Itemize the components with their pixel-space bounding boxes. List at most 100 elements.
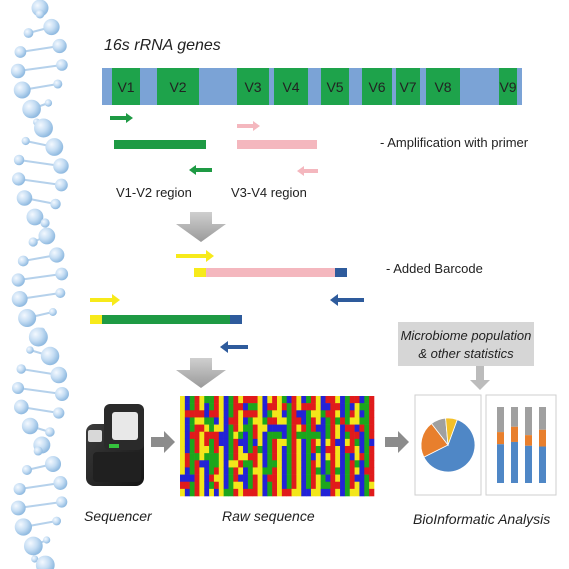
sequence-cell — [330, 467, 336, 475]
sequence-cell — [291, 396, 297, 404]
sequence-cell — [247, 481, 254, 490]
sequence-cell — [315, 431, 321, 440]
sequence-cell — [252, 460, 258, 468]
sequence-cell — [296, 396, 302, 404]
sequence-cell — [340, 460, 346, 468]
stack-segment — [525, 407, 532, 436]
sequence-cell — [243, 417, 249, 425]
stack-segment — [511, 407, 518, 427]
sequence-cell — [306, 438, 312, 447]
sequence-cell — [359, 410, 365, 418]
sequence-cell — [218, 424, 224, 433]
sequence-cell — [349, 417, 355, 425]
sequence-cell — [184, 396, 190, 404]
sequence-cell — [180, 488, 186, 497]
sequence-cell — [344, 417, 351, 425]
sequence-cell — [213, 417, 220, 425]
sequence-cell — [325, 453, 331, 461]
sequence-cell — [286, 467, 292, 475]
helix-bead — [11, 291, 28, 307]
sequence-cell — [335, 446, 341, 454]
sequence-cell — [359, 467, 365, 475]
sequence-cell — [310, 460, 317, 468]
sequence-cell — [301, 396, 307, 404]
helix-bead — [13, 399, 29, 415]
sequence-cell — [199, 417, 205, 425]
sequence-cell — [213, 446, 220, 454]
helix-bead — [31, 0, 49, 17]
gene-title: 16s rRNA genes — [104, 37, 221, 54]
v3v4-forward-primer — [237, 121, 260, 131]
sequence-cell — [233, 474, 239, 483]
sequence-cell — [180, 410, 186, 418]
sequence-cell — [233, 460, 239, 468]
sequence-cell — [204, 424, 210, 433]
helix-bead — [53, 79, 63, 89]
sequence-cell — [199, 424, 205, 433]
helix-bead — [16, 364, 26, 374]
helix-bead — [11, 381, 25, 395]
sequence-cell — [325, 424, 331, 433]
v1v2-amplicon — [114, 140, 206, 149]
sequence-cell — [218, 431, 224, 440]
sequence-cell — [340, 424, 346, 433]
sequence-cell — [252, 417, 258, 425]
sequence-cell — [286, 460, 292, 468]
sequence-cell — [218, 488, 224, 497]
sequence-cell — [330, 474, 336, 483]
sequence-cell — [184, 474, 190, 483]
sequence-cell — [335, 453, 341, 461]
sequence-cell — [184, 403, 190, 411]
sequence-cell — [194, 453, 200, 461]
sequence-cell — [223, 438, 229, 447]
sequence-cell — [257, 417, 263, 425]
sequence-cell — [315, 488, 321, 497]
sequence-cell — [301, 431, 307, 440]
sequence-cell — [340, 403, 346, 411]
sequencer-label: Sequencer — [84, 508, 153, 524]
sequence-cell — [262, 417, 268, 425]
sequence-cell — [262, 481, 268, 490]
region-v5-box — [321, 68, 349, 105]
sequence-cell — [320, 474, 326, 483]
sequence-cell — [189, 467, 195, 475]
sequence-cell — [281, 446, 287, 454]
sequence-cell — [354, 481, 360, 490]
sequence-cell — [325, 488, 331, 497]
sequence-cell — [272, 403, 278, 411]
sequence-cell — [296, 488, 302, 497]
sequence-cell — [310, 417, 317, 425]
sequence-cell — [204, 410, 210, 418]
sequence-cell — [301, 460, 307, 468]
sequence-cell — [272, 460, 278, 468]
sequence-cell — [340, 396, 346, 404]
pie-slice-yellow — [445, 417, 458, 446]
sequence-cell — [291, 453, 297, 461]
sequence-cell — [364, 417, 370, 425]
sequence-cell — [354, 438, 360, 447]
sequence-cell — [301, 446, 307, 454]
sequence-cell — [369, 488, 375, 497]
sequence-cell — [335, 424, 341, 433]
region-v3-label: V3 — [244, 79, 261, 95]
sequence-cell — [286, 417, 292, 425]
sequence-cell — [364, 453, 370, 461]
sequence-cell — [209, 467, 215, 475]
sequence-cell — [277, 481, 283, 490]
sequence-cell — [213, 396, 220, 404]
flow-arrow-right-1 — [151, 431, 175, 453]
sequence-cell — [320, 417, 326, 425]
sequence-cell — [296, 474, 302, 483]
sequence-cell — [310, 431, 317, 440]
sequence-cell — [218, 438, 224, 447]
sequence-cell — [359, 474, 365, 483]
sequence-cell — [325, 417, 331, 425]
sequence-cell — [281, 410, 287, 418]
sequence-cell — [315, 453, 321, 461]
barcode-label: - Added Barcode — [386, 261, 483, 276]
sequence-cell — [344, 474, 351, 483]
helix-bead — [14, 46, 27, 58]
sequence-cell — [267, 431, 273, 440]
helix-bead — [22, 99, 41, 119]
sequence-cell — [325, 410, 331, 418]
